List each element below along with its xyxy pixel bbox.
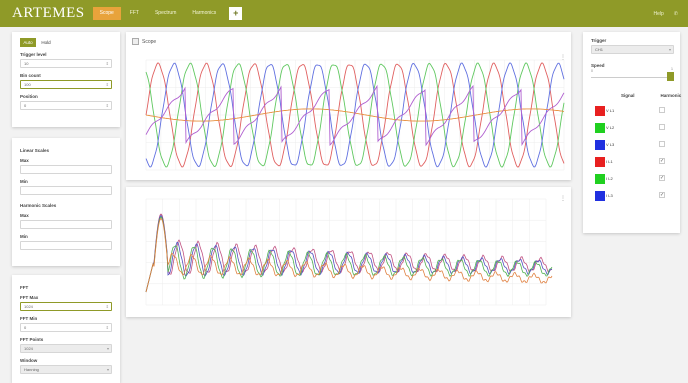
channel-settings-panel: Trigger CH1 ▾ Speed 0 1 Signal Harmonic V… (583, 32, 682, 233)
spinner-icon[interactable]: ⇕ (105, 103, 109, 108)
channel-color-swatch[interactable] (595, 139, 605, 150)
speed-label: Speed (591, 63, 605, 68)
channel-color-swatch[interactable] (595, 173, 605, 184)
window-label: Window (20, 358, 38, 363)
fft-max-input[interactable]: 1024 ⇕ (20, 302, 112, 311)
channel-row: V L1 (583, 102, 680, 119)
auto-mode-button[interactable]: Auto (20, 38, 36, 47)
series-line (145, 62, 565, 168)
channel-row: V L2 (583, 119, 680, 136)
fft-points-label: FFT Points (20, 337, 44, 342)
channel-name: V L2 (606, 125, 615, 130)
trigger-label: Trigger (591, 38, 607, 43)
channel-name: I L2 (606, 176, 613, 181)
tab-scope[interactable]: Scope (92, 7, 121, 20)
series-line (145, 213, 553, 293)
speed-max-label: 1 (671, 67, 673, 71)
channel-row: I L1 ✓ (583, 153, 680, 170)
bin-count-label: Bin count (20, 73, 41, 78)
fft-min-input[interactable]: 0 ⇕ (20, 323, 112, 332)
help-link[interactable]: Help (653, 10, 664, 17)
channel-name: V L1 (606, 108, 615, 113)
signal-column-header: Signal (621, 93, 635, 98)
chevron-down-icon: ▾ (668, 47, 671, 52)
harmonic-min-input[interactable] (20, 241, 112, 250)
series-line (145, 216, 553, 293)
channel-color-swatch[interactable] (595, 122, 605, 133)
scope-waveform-chart (145, 59, 565, 171)
series-line (145, 214, 553, 293)
spinner-icon[interactable]: ⇕ (105, 304, 109, 309)
harmonic-checkbox[interactable] (659, 107, 665, 113)
chevron-down-icon: ▾ (106, 367, 109, 372)
harmonic-column-header: Harmonic (660, 93, 682, 98)
fft-max-label: FFT Max (20, 295, 39, 300)
window-select[interactable]: Hanning ▾ (20, 365, 112, 374)
linear-min-input[interactable] (20, 186, 112, 195)
add-tab-button[interactable]: + (229, 7, 243, 20)
fft-chart-panel: ⋮ (126, 187, 571, 317)
hold-mode-button[interactable]: Hold (41, 40, 51, 45)
trigger-level-input[interactable]: 10 ⇕ (20, 59, 112, 68)
position-label: Position (20, 94, 38, 99)
speed-min-label: 0 (591, 69, 593, 73)
spinner-icon[interactable]: ⇕ (105, 61, 109, 66)
channel-name: I L1 (606, 159, 613, 164)
chevron-down-icon: ▾ (106, 346, 109, 351)
slider-track[interactable] (591, 77, 674, 78)
chart-menu-icon[interactable]: ⋮ (560, 196, 566, 202)
linear-max-label: Max (20, 158, 29, 163)
tab-spectrum[interactable]: Spectrum (154, 10, 177, 16)
scope-checkbox[interactable] (132, 38, 139, 45)
fft-settings-panel: FFT FFT Max 1024 ⇕ FFT Min 0 ⇕ FFT Points … (12, 275, 120, 383)
topbar-links: Help ✆ (644, 11, 679, 17)
harmonic-checkbox[interactable]: ✓ (659, 192, 665, 198)
phone-icon[interactable]: ✆ (673, 10, 678, 17)
top-nav-bar: ARTEMES Scope FFT Spectrum Harmonics + H… (0, 0, 688, 27)
series-line (145, 62, 565, 168)
fft-heading: FFT (20, 285, 29, 290)
harmonic-checkbox[interactable] (659, 124, 665, 130)
speed-slider[interactable]: 0 1 (591, 67, 674, 83)
bin-count-input[interactable]: 100 ⇕ (20, 80, 112, 89)
trigger-level-label: Trigger level (20, 52, 47, 57)
channel-name: I L3 (606, 193, 613, 198)
harmonic-scales-heading: Harmonic Scales (20, 203, 57, 208)
scale-settings-panel: Linear Scales Max Min Harmonic Scales Ma… (12, 138, 120, 266)
channel-color-swatch[interactable] (595, 190, 605, 201)
channel-color-swatch[interactable] (595, 105, 605, 116)
chart-menu-icon[interactable]: ⋮ (560, 55, 566, 61)
channel-color-swatch[interactable] (595, 156, 605, 167)
position-input[interactable]: 0 ⇕ (20, 101, 112, 110)
harmonic-min-label: Min (20, 234, 28, 239)
slider-handle[interactable] (667, 72, 674, 81)
scope-checkbox-label: Scope (142, 38, 157, 45)
series-line (145, 217, 553, 293)
channel-row: I L2 ✓ (583, 170, 680, 187)
linear-scales-heading: Linear Scales (20, 148, 50, 153)
spinner-icon[interactable]: ⇕ (105, 82, 109, 87)
harmonic-max-input[interactable] (20, 220, 112, 229)
app-logo: ARTEMES (12, 5, 85, 21)
spinner-icon[interactable]: ⇕ (105, 325, 109, 330)
channel-name: V L3 (606, 142, 615, 147)
channel-row: I L3 ✓ (583, 187, 680, 204)
series-line (145, 84, 565, 147)
trigger-select[interactable]: CH1 ▾ (591, 45, 674, 54)
linear-min-label: Min (20, 179, 28, 184)
scope-chart-panel: Scope ⋮ (126, 32, 571, 180)
channel-row: V L3 (583, 136, 680, 153)
harmonic-max-label: Max (20, 213, 29, 218)
tab-harmonics[interactable]: Harmonics (192, 10, 217, 16)
series-line (145, 62, 565, 168)
harmonic-checkbox[interactable] (659, 141, 665, 147)
tab-fft[interactable]: FFT (129, 10, 139, 16)
fft-points-select[interactable]: 1024 ▾ (20, 344, 112, 353)
harmonic-checkbox[interactable]: ✓ (659, 158, 665, 164)
fft-spectrum-chart (145, 198, 553, 306)
harmonic-checkbox[interactable]: ✓ (659, 175, 665, 181)
fft-min-label: FFT Min (20, 316, 38, 321)
linear-max-input[interactable] (20, 165, 112, 174)
trigger-settings-panel: Auto Hold Trigger level 10 ⇕ Bin count 10… (12, 32, 120, 127)
